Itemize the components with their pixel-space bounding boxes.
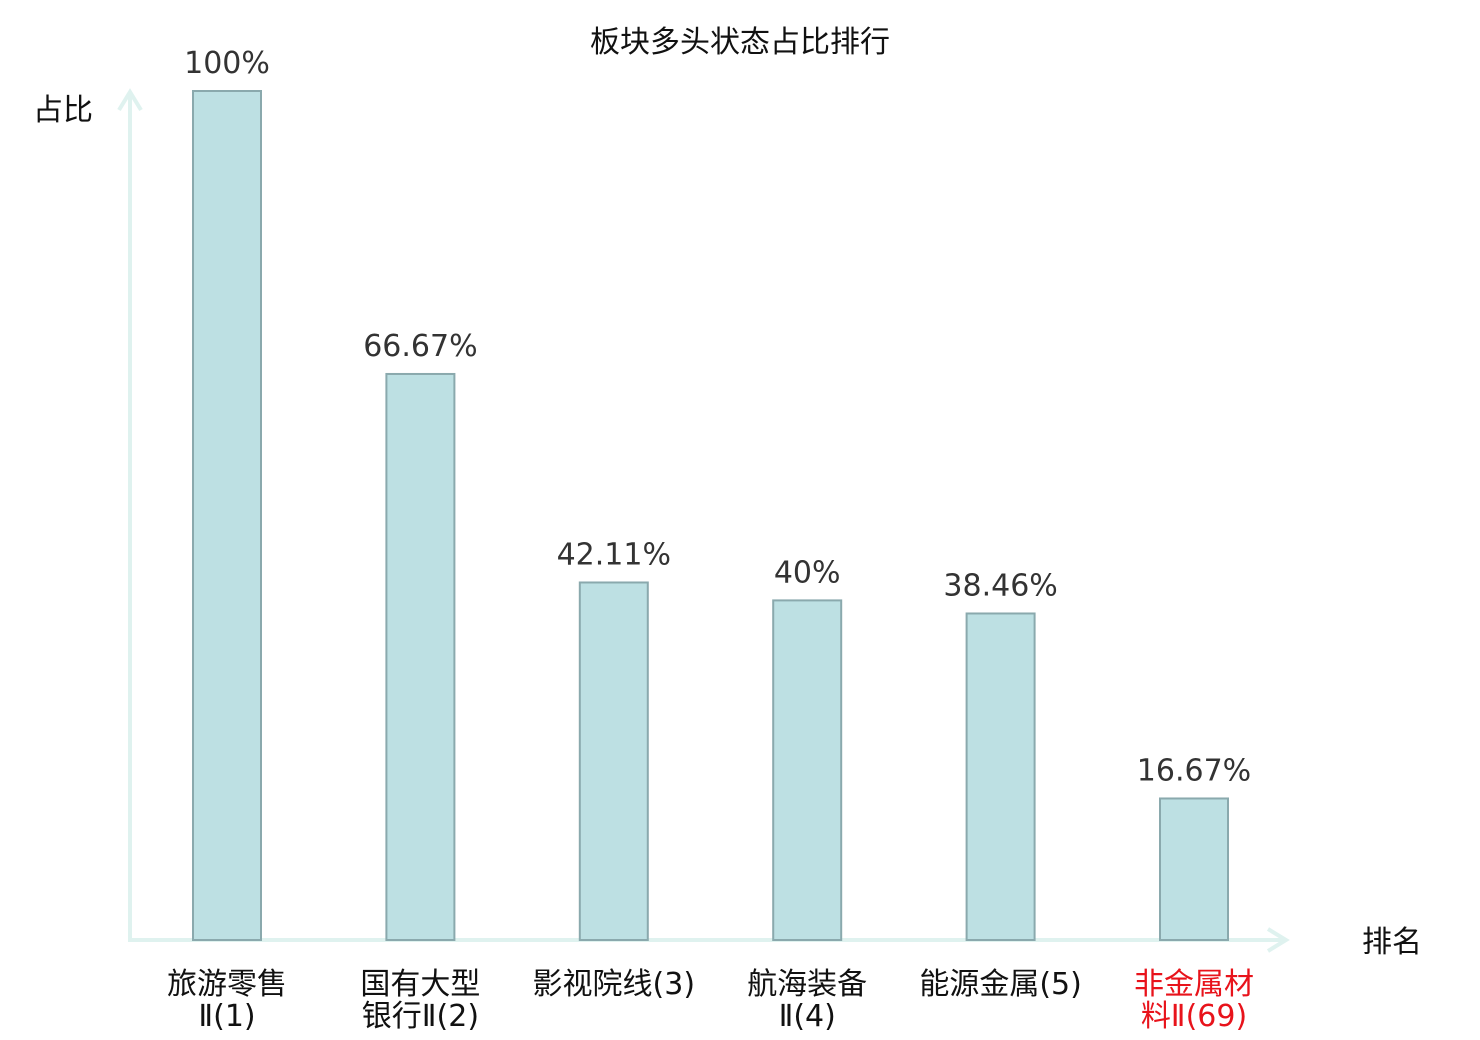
category-label-2-line-1: 国有大型 [360, 967, 480, 1002]
bar-2 [385, 372, 456, 942]
value-label-2: 66.67% [363, 329, 477, 364]
y-axis-label: 占比 [33, 93, 93, 128]
bar-3 [578, 581, 649, 941]
bar-1 [192, 90, 262, 941]
value-label-4: 40% [774, 555, 841, 590]
category-label-1-line-2: Ⅱ(1) [198, 999, 255, 1034]
value-label-1: 100% [184, 46, 270, 81]
category-label-1-line-1: 旅游零售 [167, 967, 287, 1002]
bar-4 [772, 599, 843, 942]
bar-6 [1159, 797, 1229, 941]
value-label-6: 16.67% [1137, 753, 1251, 788]
value-labels-group: 100% 66.67% 42.11% 40% 38.46% 16.67% [184, 46, 1251, 788]
category-label-6-line-2: 料Ⅱ(69) [1141, 999, 1247, 1034]
category-label-3-line-1: 影视院线(3) [533, 967, 696, 1002]
category-label-5-line-1: 能源金属(5) [919, 967, 1082, 1002]
category-label-4-line-2: Ⅱ(4) [779, 999, 836, 1034]
y-axis-arrow-icon [117, 88, 143, 112]
x-axis-label: 排名 [1362, 925, 1422, 960]
value-label-5: 38.46% [943, 568, 1057, 603]
bars-group [192, 90, 1229, 942]
bar-5 [965, 612, 1036, 941]
x-axis-arrow-icon [1266, 927, 1290, 953]
category-label-4-line-1: 航海装备 [747, 967, 867, 1002]
chart-title: 板块多头状态占比排行 [590, 25, 890, 60]
category-label-6-line-1: 非金属材 [1134, 967, 1254, 1002]
value-label-3: 42.11% [557, 537, 671, 572]
axes [117, 88, 1290, 953]
category-label-2-line-2: 银行Ⅱ(2) [362, 999, 479, 1034]
